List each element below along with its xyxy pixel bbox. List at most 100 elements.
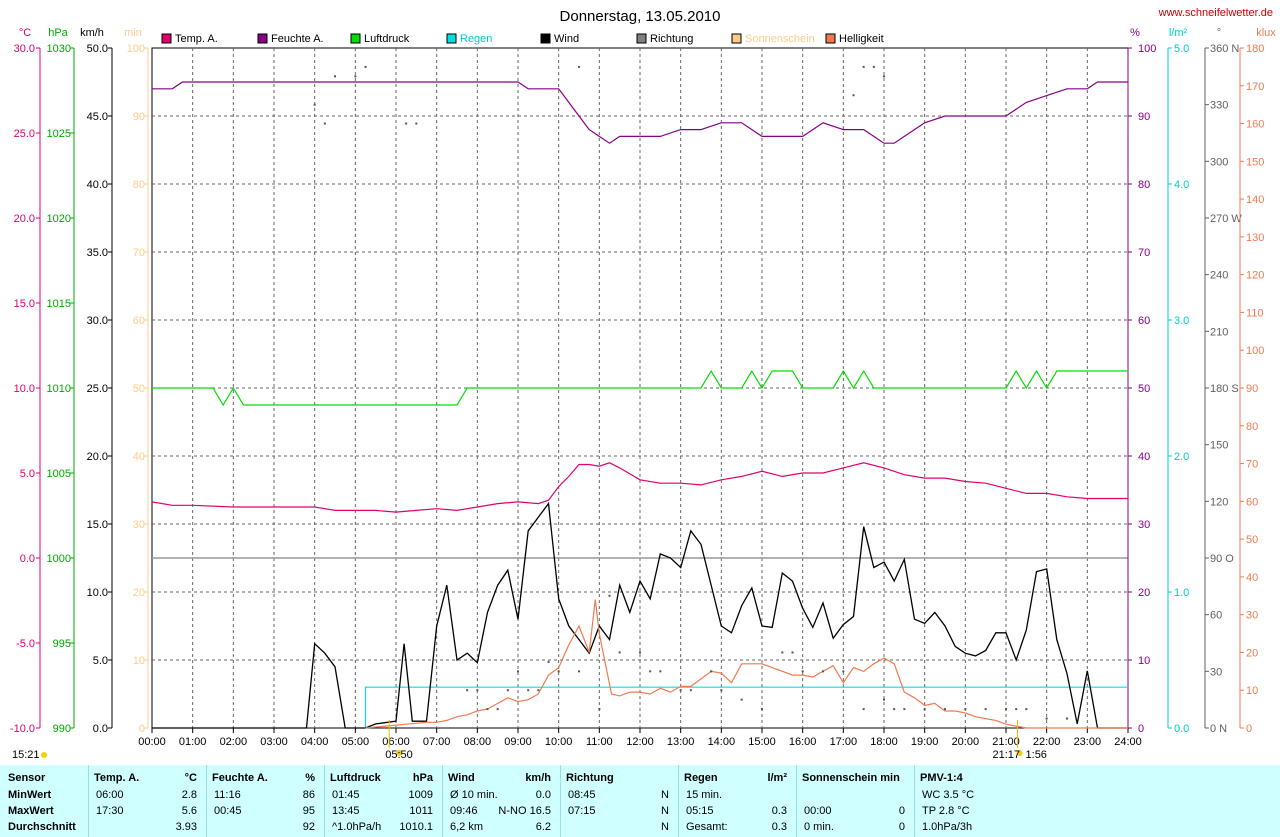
direction-dot-50 xyxy=(1025,708,1028,711)
axis-label-sun-0: 100 xyxy=(127,43,145,55)
axis-label-lux-17: 10 xyxy=(1246,685,1258,697)
stats-cell-value-1-2: 92 xyxy=(302,821,315,833)
axis-label-rain-0: 5.0 xyxy=(1174,43,1189,55)
stats-cell-value-3-1: N-NO 16.5 xyxy=(498,805,551,817)
direction-dot-45 xyxy=(944,708,946,711)
axis-label-humidity-10: 0 xyxy=(1138,723,1144,735)
weather-chart: Donnerstag, 13.05.2010 www.schneifelwett… xyxy=(10,7,1276,761)
axis-label-wind-4: 30.0 xyxy=(87,315,108,327)
axis-label-sun-9: 10 xyxy=(133,655,145,667)
axis-label-pressure-3: 1015 xyxy=(47,298,71,310)
direction-dot-36 xyxy=(791,651,794,654)
axis-label-lux-11: 70 xyxy=(1246,459,1258,471)
direction-dot-6 xyxy=(415,122,418,125)
series-line-luftdruck xyxy=(152,369,1128,407)
x-label-24: 24:00 xyxy=(1114,736,1142,748)
axis-label-sun-7: 30 xyxy=(133,519,145,531)
direction-dot-20 xyxy=(547,660,550,663)
axis-label-temp-5: 5.0 xyxy=(20,468,35,480)
x-label-23: 23:00 xyxy=(1074,736,1102,748)
stats-cell-label-6-1: 00:00 xyxy=(804,805,832,817)
axis-label-sun-10: 0 xyxy=(139,723,145,735)
axis-label-direction-2: 300 xyxy=(1210,156,1228,168)
direction-dot-21 xyxy=(557,670,560,673)
axis-label-wind-0: 50.0 xyxy=(87,43,108,55)
axis-label-lux-10: 80 xyxy=(1246,421,1258,433)
axis-label-lux-18: 0 xyxy=(1246,723,1252,735)
x-label-3: 03:00 xyxy=(260,736,288,748)
stats-cell-value-1-0: 86 xyxy=(302,789,315,801)
axis-label-wind-10: 0.0 xyxy=(93,723,108,735)
unit-label-2: km/h xyxy=(80,27,104,39)
unit-label-6: ° xyxy=(1217,27,1221,39)
axis-label-sun-8: 20 xyxy=(133,587,145,599)
direction-dot-49 xyxy=(1015,708,1018,711)
axis-label-sun-3: 70 xyxy=(133,247,145,259)
direction-dot-16 xyxy=(506,689,509,692)
axis-label-humidity-9: 10 xyxy=(1138,655,1150,667)
direction-dot-40 xyxy=(862,708,865,711)
axis-label-temp-7: -5.0 xyxy=(16,638,35,650)
stats-col-title-7: PMV-1:4 xyxy=(920,772,963,784)
stats-cell-label-1-1: 00:45 xyxy=(214,805,242,817)
axis-label-wind-6: 20.0 xyxy=(87,451,108,463)
axis-label-wind-2: 40.0 xyxy=(87,179,108,191)
stats-cell-value-2-0: 1009 xyxy=(408,789,433,801)
stats-cell-label-2-0: 01:45 xyxy=(332,789,360,801)
stats-col-unit-3: km/h xyxy=(525,772,551,784)
sunset-extra-label: 1:56 xyxy=(1026,749,1047,761)
legend-label-5: Richtung xyxy=(650,33,693,45)
axis-label-humidity-1: 90 xyxy=(1138,111,1150,123)
x-label-8: 08:00 xyxy=(464,736,492,748)
day-length-icon xyxy=(41,752,47,758)
sun-info: 05:50 21:17 1:56 15:21 xyxy=(12,720,1047,761)
stats-separator-3 xyxy=(442,765,443,837)
axis-label-rain-1: 4.0 xyxy=(1174,179,1189,191)
stats-cell-value-3-2: 6.2 xyxy=(535,821,551,833)
x-label-12: 12:00 xyxy=(626,736,654,748)
unit-label-5: l/m² xyxy=(1169,27,1188,39)
stats-cell-label-3-0: Ø 10 min. xyxy=(450,789,498,801)
row-label-2: MaxWert xyxy=(8,805,54,817)
stats-cell-label-3-1: 09:46 xyxy=(450,805,478,817)
sunset-icon xyxy=(1016,750,1023,756)
stats-col-7: PMV-1:4 WC 3.5 °C TP 2.8 °C 1.0hPa/3h xyxy=(914,765,1032,837)
axis-label-humidity-7: 30 xyxy=(1138,519,1150,531)
axis-label-wind-9: 5.0 xyxy=(93,655,108,667)
axis-label-lux-2: 160 xyxy=(1246,119,1264,131)
direction-dot-35 xyxy=(781,651,784,654)
legend-swatch-4 xyxy=(540,33,551,44)
direction-dot-41 xyxy=(883,698,885,701)
stats-col-unit-1: % xyxy=(305,772,315,784)
stats-cell-value-4-2: N xyxy=(661,821,669,833)
series-layer xyxy=(151,65,1128,729)
stats-cell-label-7-2: 1.0hPa/3h xyxy=(922,821,973,833)
legend-label-7: Helligkeit xyxy=(839,33,884,45)
stats-cell-label-7-1: TP 2.8 °C xyxy=(922,805,970,817)
direction-dot-17 xyxy=(517,670,519,673)
direction-dot-31 xyxy=(710,670,713,673)
axis-label-sun-5: 50 xyxy=(133,383,145,395)
direction-dot-8 xyxy=(852,94,855,97)
stats-cell-label-4-0: 08:45 xyxy=(568,789,596,801)
axis-label-lux-15: 30 xyxy=(1246,610,1258,622)
axis-label-humidity-3: 70 xyxy=(1138,247,1150,259)
direction-dot-52 xyxy=(1066,717,1068,720)
x-label-6: 06:00 xyxy=(382,736,410,748)
x-label-14: 14:00 xyxy=(708,736,736,748)
axis-label-humidity-6: 40 xyxy=(1138,451,1150,463)
direction-dot-46 xyxy=(964,708,967,711)
axis-label-lux-0: 180 xyxy=(1246,43,1264,55)
x-label-16: 16:00 xyxy=(789,736,817,748)
axis-label-direction-8: 120 xyxy=(1210,496,1228,508)
axis-label-direction-7: 150 xyxy=(1210,440,1228,452)
legend-label-1: Feuchte A. xyxy=(271,33,324,45)
website-link[interactable]: www.schneifelwetter.de xyxy=(1158,7,1273,19)
chart-title: Donnerstag, 13.05.2010 xyxy=(560,8,721,25)
stats-cell-value-6-1: 0 xyxy=(898,805,905,817)
stats-col-title-5: Regen xyxy=(684,772,718,784)
legend-label-6: Sonnenschein xyxy=(745,33,815,45)
stats-separator-1 xyxy=(206,765,207,837)
direction-dot-4 xyxy=(364,65,367,68)
stats-cell-label-6-2: 0 min. xyxy=(804,821,834,833)
